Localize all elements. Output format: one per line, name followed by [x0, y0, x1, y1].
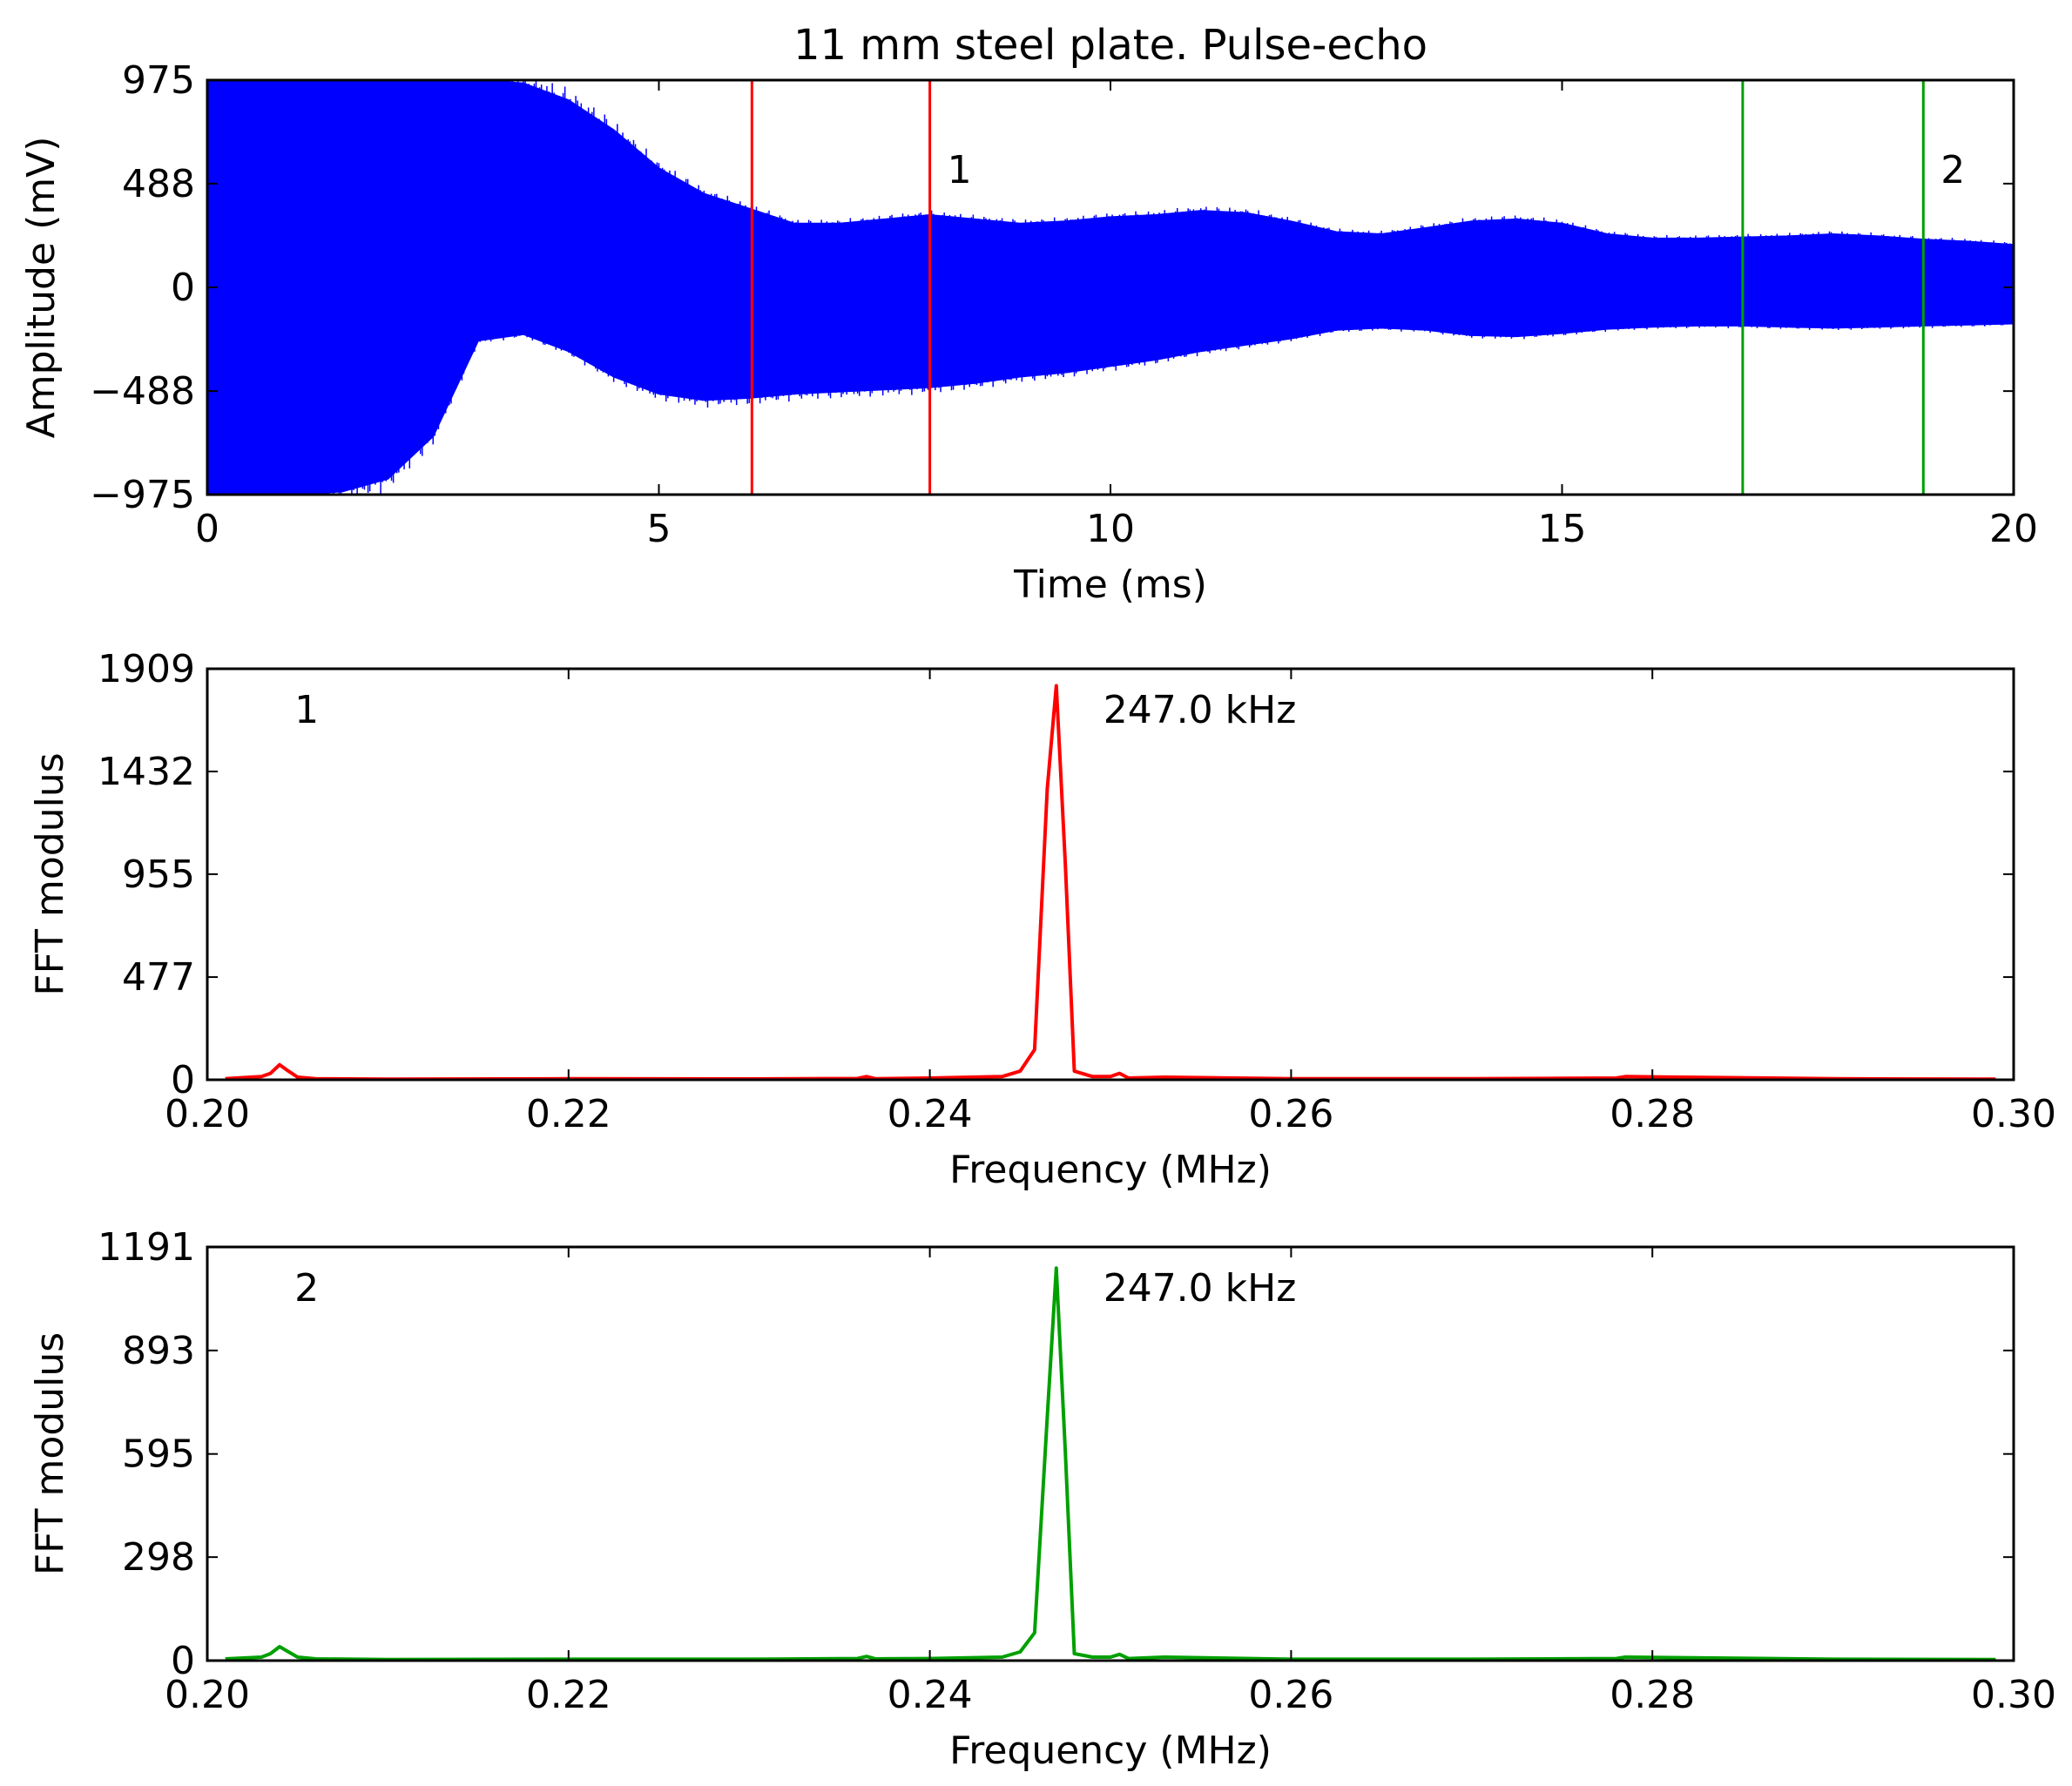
chart-title: 11 mm steel plate. Pulse-echo [793, 21, 1427, 70]
x-tick-label: 0.28 [1610, 1673, 1695, 1717]
y-tick-label: 1909 [98, 647, 195, 691]
y-tick-label: 595 [122, 1432, 195, 1477]
spectrum-window-label: 1 [294, 688, 319, 732]
x-tick-label: 0.26 [1248, 1092, 1333, 1136]
y-tick-label: 0 [171, 266, 195, 310]
window-2-label: 2 [1940, 148, 1965, 192]
x-tick-label: 0.30 [1971, 1673, 2056, 1717]
x-tick-label: 0.20 [165, 1673, 250, 1717]
x-tick-label: 0.28 [1610, 1092, 1695, 1136]
x-tick-label: 0 [195, 507, 219, 551]
spectrum-window-label: 2 [294, 1266, 319, 1311]
signal-trace [207, 80, 2014, 495]
y-tick-label: −975 [90, 473, 195, 517]
y-tick-label: 477 [122, 955, 195, 1000]
y-tick-label: 975 [122, 58, 195, 103]
y-tick-label: 0 [171, 1058, 195, 1102]
x-tick-label: 0.22 [526, 1673, 611, 1717]
y-tick-label: 1191 [98, 1225, 195, 1270]
x-tick-label: 0.24 [888, 1092, 973, 1136]
peak-frequency-label: 247.0 kHz [1103, 688, 1297, 732]
x-axis-label: Frequency (MHz) [949, 1729, 1272, 1773]
x-tick-label: 0.20 [165, 1092, 250, 1136]
x-tick-label: 5 [647, 507, 672, 551]
peak-frequency-label: 247.0 kHz [1103, 1266, 1297, 1311]
x-tick-label: 0.26 [1248, 1673, 1333, 1717]
y-tick-label: 488 [122, 162, 195, 206]
spectrum-line-2 [225, 1266, 1996, 1661]
y-tick-label: −488 [90, 369, 195, 414]
x-tick-label: 10 [1086, 507, 1135, 551]
x-axis-label: Frequency (MHz) [949, 1148, 1272, 1192]
y-tick-label: 955 [122, 853, 195, 897]
y-tick-label: 1432 [98, 750, 195, 794]
y-axis-label: FFT modulus [28, 752, 72, 995]
y-tick-label: 0 [171, 1639, 195, 1683]
y-axis-label: Amplitude (mV) [19, 137, 64, 439]
y-axis-label: FFT modulus [28, 1332, 72, 1575]
window-1-label: 1 [948, 148, 972, 192]
x-tick-label: 0.30 [1971, 1092, 2056, 1136]
x-tick-label: 0.22 [526, 1092, 611, 1136]
y-tick-label: 893 [122, 1329, 195, 1373]
y-tick-label: 298 [122, 1535, 195, 1580]
x-tick-label: 15 [1538, 507, 1587, 551]
x-axis-label: Time (ms) [1013, 563, 1207, 607]
spectrum-line-1 [225, 684, 1996, 1082]
x-tick-label: 20 [1989, 507, 2038, 551]
x-tick-label: 0.24 [888, 1673, 973, 1717]
